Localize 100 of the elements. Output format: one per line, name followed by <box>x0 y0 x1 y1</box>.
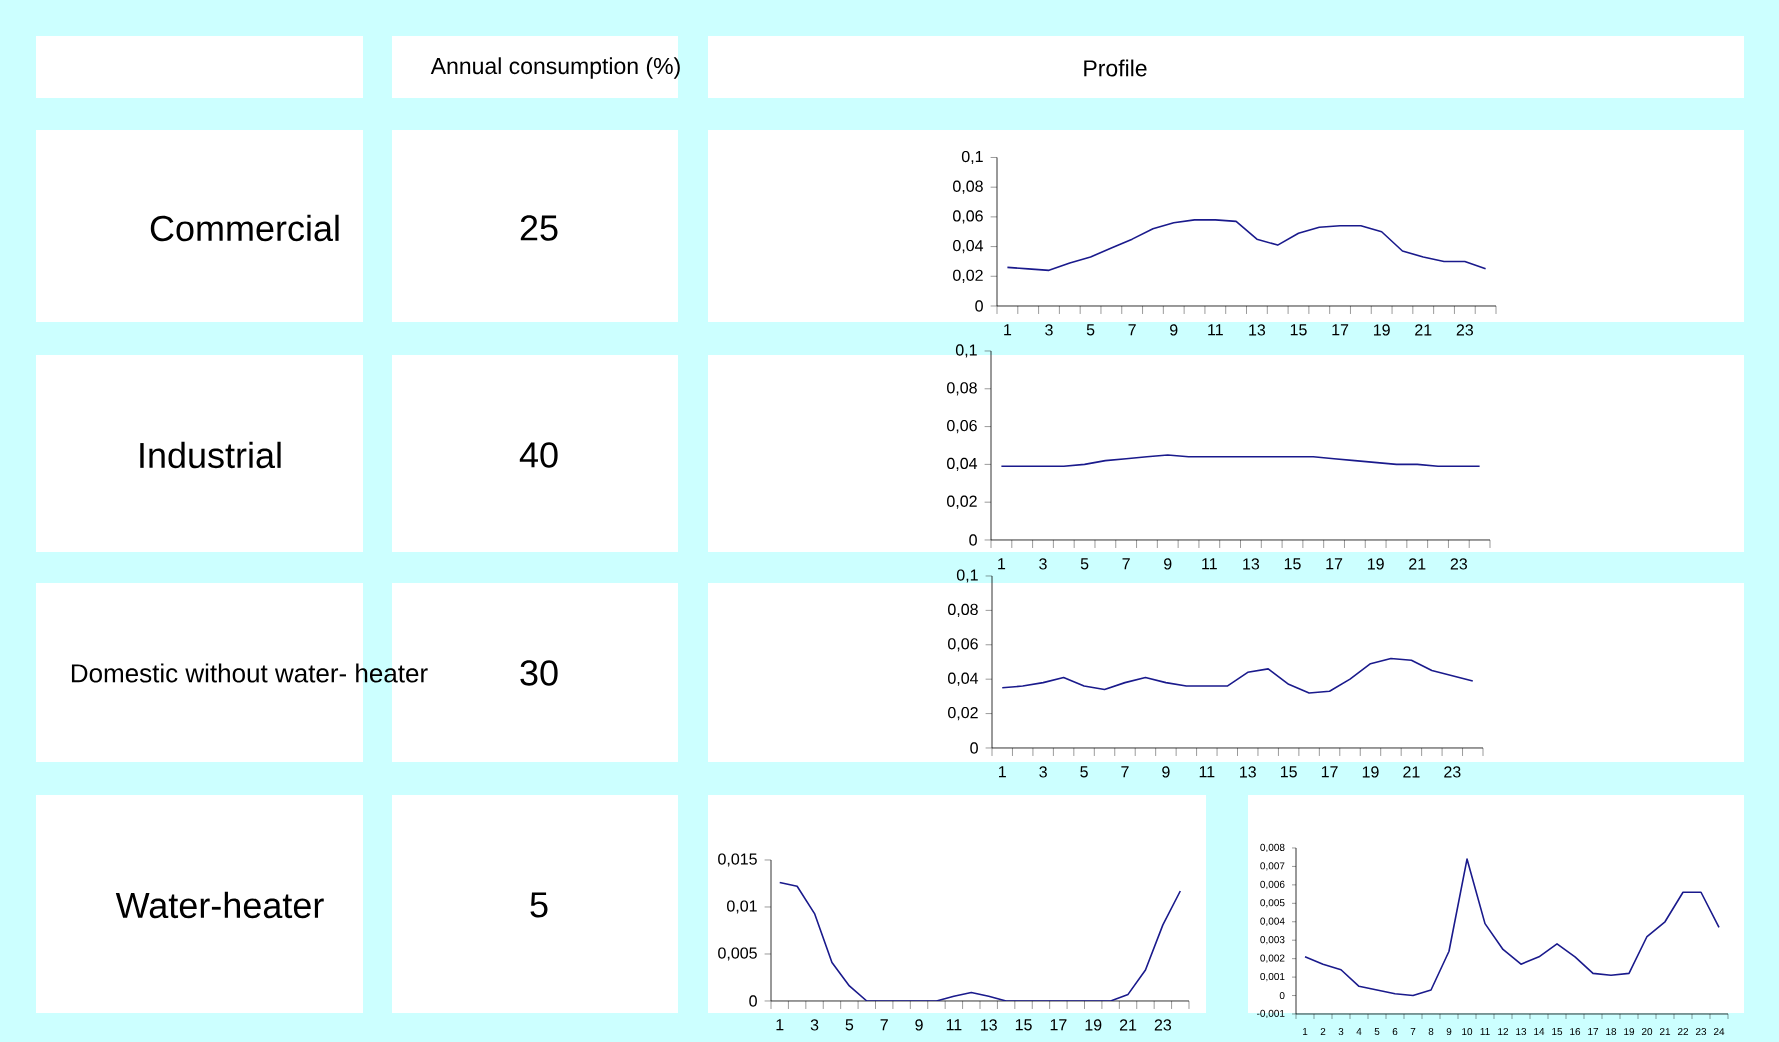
y-tick-label: 0,005 <box>1260 899 1285 908</box>
x-tick-label: 11 <box>1202 558 1217 570</box>
x-tick-label: 21 <box>1403 766 1420 778</box>
y-tick-label: 0,1 <box>961 150 983 165</box>
x-tick-label: 3 <box>1338 1028 1344 1036</box>
y-tick-label: 0,04 <box>953 239 984 254</box>
y-tick-label: 0,008 <box>1260 843 1285 853</box>
x-tick-label: 17 <box>1050 1019 1067 1031</box>
x-tick-label: 7 <box>1128 324 1136 336</box>
x-tick-label: 21 <box>1409 558 1426 570</box>
y-tick-label: 0,04 <box>948 672 979 686</box>
y-tick-label: 0,002 <box>1260 954 1285 963</box>
x-tick-label: 7 <box>1122 558 1130 570</box>
y-tick-label: 0,01 <box>727 900 757 914</box>
x-tick-label: 18 <box>1606 1028 1617 1036</box>
x-tick-label: 11 <box>1208 324 1223 336</box>
y-tick-label: 0,08 <box>953 180 983 194</box>
y-tick-label: 0 <box>975 300 983 312</box>
y-tick-label: 0,005 <box>718 947 757 961</box>
y-tick-label: 0,015 <box>718 853 757 867</box>
y-tick-label: 0,08 <box>947 382 977 396</box>
x-tick-label: 17 <box>1332 324 1349 336</box>
x-tick-label: 23 <box>1444 766 1461 778</box>
y-tick-label: 0,04 <box>947 457 978 471</box>
x-tick-label: 21 <box>1415 324 1432 336</box>
x-tick-label: 8 <box>1428 1028 1434 1036</box>
y-tick-label: 0 <box>749 995 757 1007</box>
x-tick-label: 1 <box>1302 1028 1308 1035</box>
x-tick-label: 5 <box>845 1019 854 1031</box>
x-tick-label: 3 <box>1039 766 1047 778</box>
x-tick-label: 9 <box>1162 766 1170 778</box>
x-tick-label: 19 <box>1362 766 1379 778</box>
x-tick-label: 20 <box>1641 1028 1653 1036</box>
y-tick-label: 0,02 <box>947 495 977 509</box>
x-tick-label: 22 <box>1677 1028 1689 1036</box>
x-tick-label: 1 <box>998 558 1006 570</box>
x-tick-label: 13 <box>1249 324 1266 336</box>
x-tick-label: 19 <box>1624 1028 1635 1036</box>
x-tick-label: 7 <box>1410 1028 1416 1035</box>
x-tick-label: 15 <box>1015 1019 1032 1031</box>
x-tick-label: 1 <box>1004 324 1012 336</box>
y-tick-label: 0,06 <box>948 638 978 652</box>
x-tick-label: 15 <box>1284 558 1301 570</box>
y-tick-label: 0 <box>969 534 977 546</box>
x-tick-label: 17 <box>1326 558 1343 570</box>
x-tick-label: 13 <box>981 1019 997 1031</box>
x-tick-label: 23 <box>1695 1028 1707 1036</box>
x-tick-label: 9 <box>915 1019 923 1031</box>
x-tick-label: 9 <box>1446 1028 1452 1036</box>
x-tick-label: 17 <box>1321 766 1338 778</box>
y-tick-label: 0,007 <box>1260 862 1285 871</box>
y-tick-label: 0,02 <box>953 269 983 283</box>
x-tick-label: 14 <box>1534 1028 1545 1035</box>
data-label: 25 <box>520 215 558 241</box>
y-tick-label: 0,02 <box>948 706 978 721</box>
y-tick-label: 0,1 <box>955 344 977 358</box>
x-tick-label: 6 <box>1392 1028 1398 1036</box>
x-tick-label: 3 <box>810 1019 819 1031</box>
line-series <box>1006 219 1487 272</box>
x-tick-label: 21 <box>1659 1028 1671 1036</box>
x-tick-label: 5 <box>1080 766 1088 778</box>
x-tick-label: 5 <box>1086 324 1095 336</box>
text: Profile <box>1084 59 1147 77</box>
x-tick-label: 11 <box>1199 766 1215 778</box>
x-tick-label: 3 <box>1045 324 1053 336</box>
category-label: Industrial <box>140 441 281 469</box>
x-tick-label: 13 <box>1516 1028 1527 1036</box>
x-tick-label: 24 <box>1713 1028 1725 1036</box>
x-tick-label: 10 <box>1462 1028 1473 1036</box>
category-label: Commercial <box>150 214 339 242</box>
x-tick-label: 9 <box>1164 558 1172 570</box>
x-tick-label: 17 <box>1588 1028 1599 1035</box>
y-tick-label: 0,1 <box>956 569 978 583</box>
x-tick-label: 21 <box>1119 1019 1137 1031</box>
x-tick-label: 12 <box>1498 1028 1509 1036</box>
x-tick-label: 23 <box>1450 558 1468 570</box>
x-tick-label: 19 <box>1373 324 1390 336</box>
y-tick-label: 0 <box>970 742 978 754</box>
y-tick-label: 0 <box>1279 991 1285 1000</box>
y-tick-label: 0,006 <box>1260 880 1285 890</box>
x-tick-label: 16 <box>1570 1028 1581 1036</box>
y-tick-label: 0,003 <box>1260 936 1285 945</box>
x-tick-label: 5 <box>1374 1028 1380 1036</box>
category-label: Water-heater <box>115 891 324 919</box>
x-tick-label: 23 <box>1456 324 1474 336</box>
x-tick-label: 3 <box>1039 558 1047 570</box>
line-series <box>1304 858 1720 997</box>
y-tick-label: 0,08 <box>948 603 978 617</box>
x-tick-label: 5 <box>1080 558 1089 570</box>
x-tick-label: 15 <box>1552 1028 1563 1036</box>
x-tick-label: 7 <box>880 1019 888 1031</box>
y-tick-label: -0,001 <box>1257 1009 1285 1019</box>
y-tick-label: 0,004 <box>1260 917 1285 926</box>
x-tick-label: 11 <box>1480 1028 1490 1035</box>
x-tick-label: 13 <box>1240 766 1256 778</box>
x-tick-label: 15 <box>1290 324 1307 336</box>
x-tick-label: 19 <box>1085 1019 1102 1031</box>
x-tick-label: 1 <box>776 1019 784 1031</box>
category-label: Domestic without water- heater <box>71 663 428 683</box>
data-label: 30 <box>520 660 558 686</box>
